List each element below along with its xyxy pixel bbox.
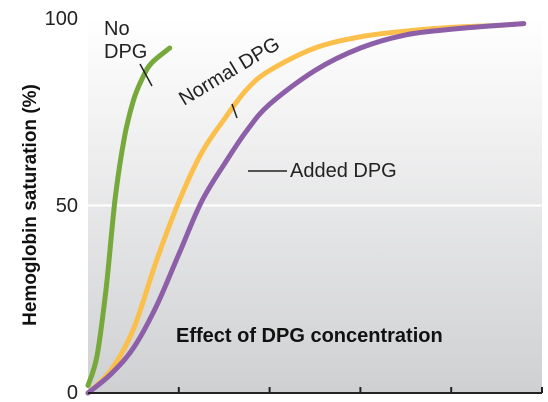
series-line-added-dpg [85,21,527,396]
series-layer [85,21,527,396]
x-axis-ticks [177,387,543,393]
y-tick-50: 50 [56,195,78,217]
y-axis-label: Hemoglobin saturation (%) [20,84,41,326]
label-no-dpg-leader [139,63,153,87]
label-normal-dpg-leader [231,103,238,119]
label-added-dpg: Added DPG [290,160,397,182]
y-tick-100: 100 [45,8,78,30]
label-no-dpg-line2: DPG [104,41,147,63]
series-line-no-dpg [85,45,173,388]
y-tick-0: 0 [67,382,78,402]
label-no-dpg-line1: No [104,18,130,40]
chart-title: Effect of DPG concentration [176,325,443,347]
